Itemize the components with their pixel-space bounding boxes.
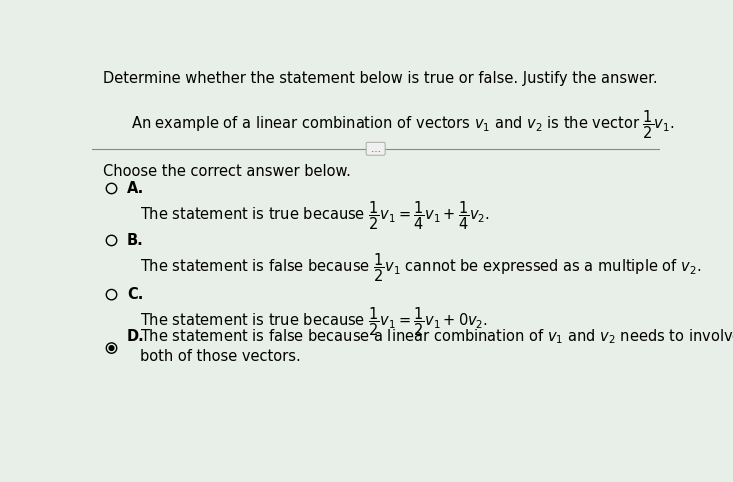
Text: …: … <box>368 144 383 154</box>
Ellipse shape <box>109 346 114 350</box>
Text: A.: A. <box>127 181 144 196</box>
Text: The statement is true because $\dfrac{1}{2}v_1 = \dfrac{1}{2}v_1 + 0v_2$.: The statement is true because $\dfrac{1}… <box>140 306 488 338</box>
Text: The statement is false because a linear combination of $v_1$ and $v_2$ needs to : The statement is false because a linear … <box>140 328 733 346</box>
Text: D.: D. <box>127 329 144 345</box>
Text: The statement is false because $\dfrac{1}{2}v_1$ cannot be expressed as a multip: The statement is false because $\dfrac{1… <box>140 252 701 284</box>
Text: The statement is true because $\dfrac{1}{2}v_1 = \dfrac{1}{4}v_1 + \dfrac{1}{4}v: The statement is true because $\dfrac{1}… <box>140 200 490 232</box>
Text: Determine whether the statement below is true or false. Justify the answer.: Determine whether the statement below is… <box>103 71 658 86</box>
Text: Choose the correct answer below.: Choose the correct answer below. <box>103 163 351 179</box>
Text: An example of a linear combination of vectors $v_1$ and $v_2$ is the vector $\df: An example of a linear combination of ve… <box>131 108 675 140</box>
Text: C.: C. <box>127 287 143 302</box>
Text: both of those vectors.: both of those vectors. <box>140 349 301 364</box>
Text: B.: B. <box>127 233 144 248</box>
